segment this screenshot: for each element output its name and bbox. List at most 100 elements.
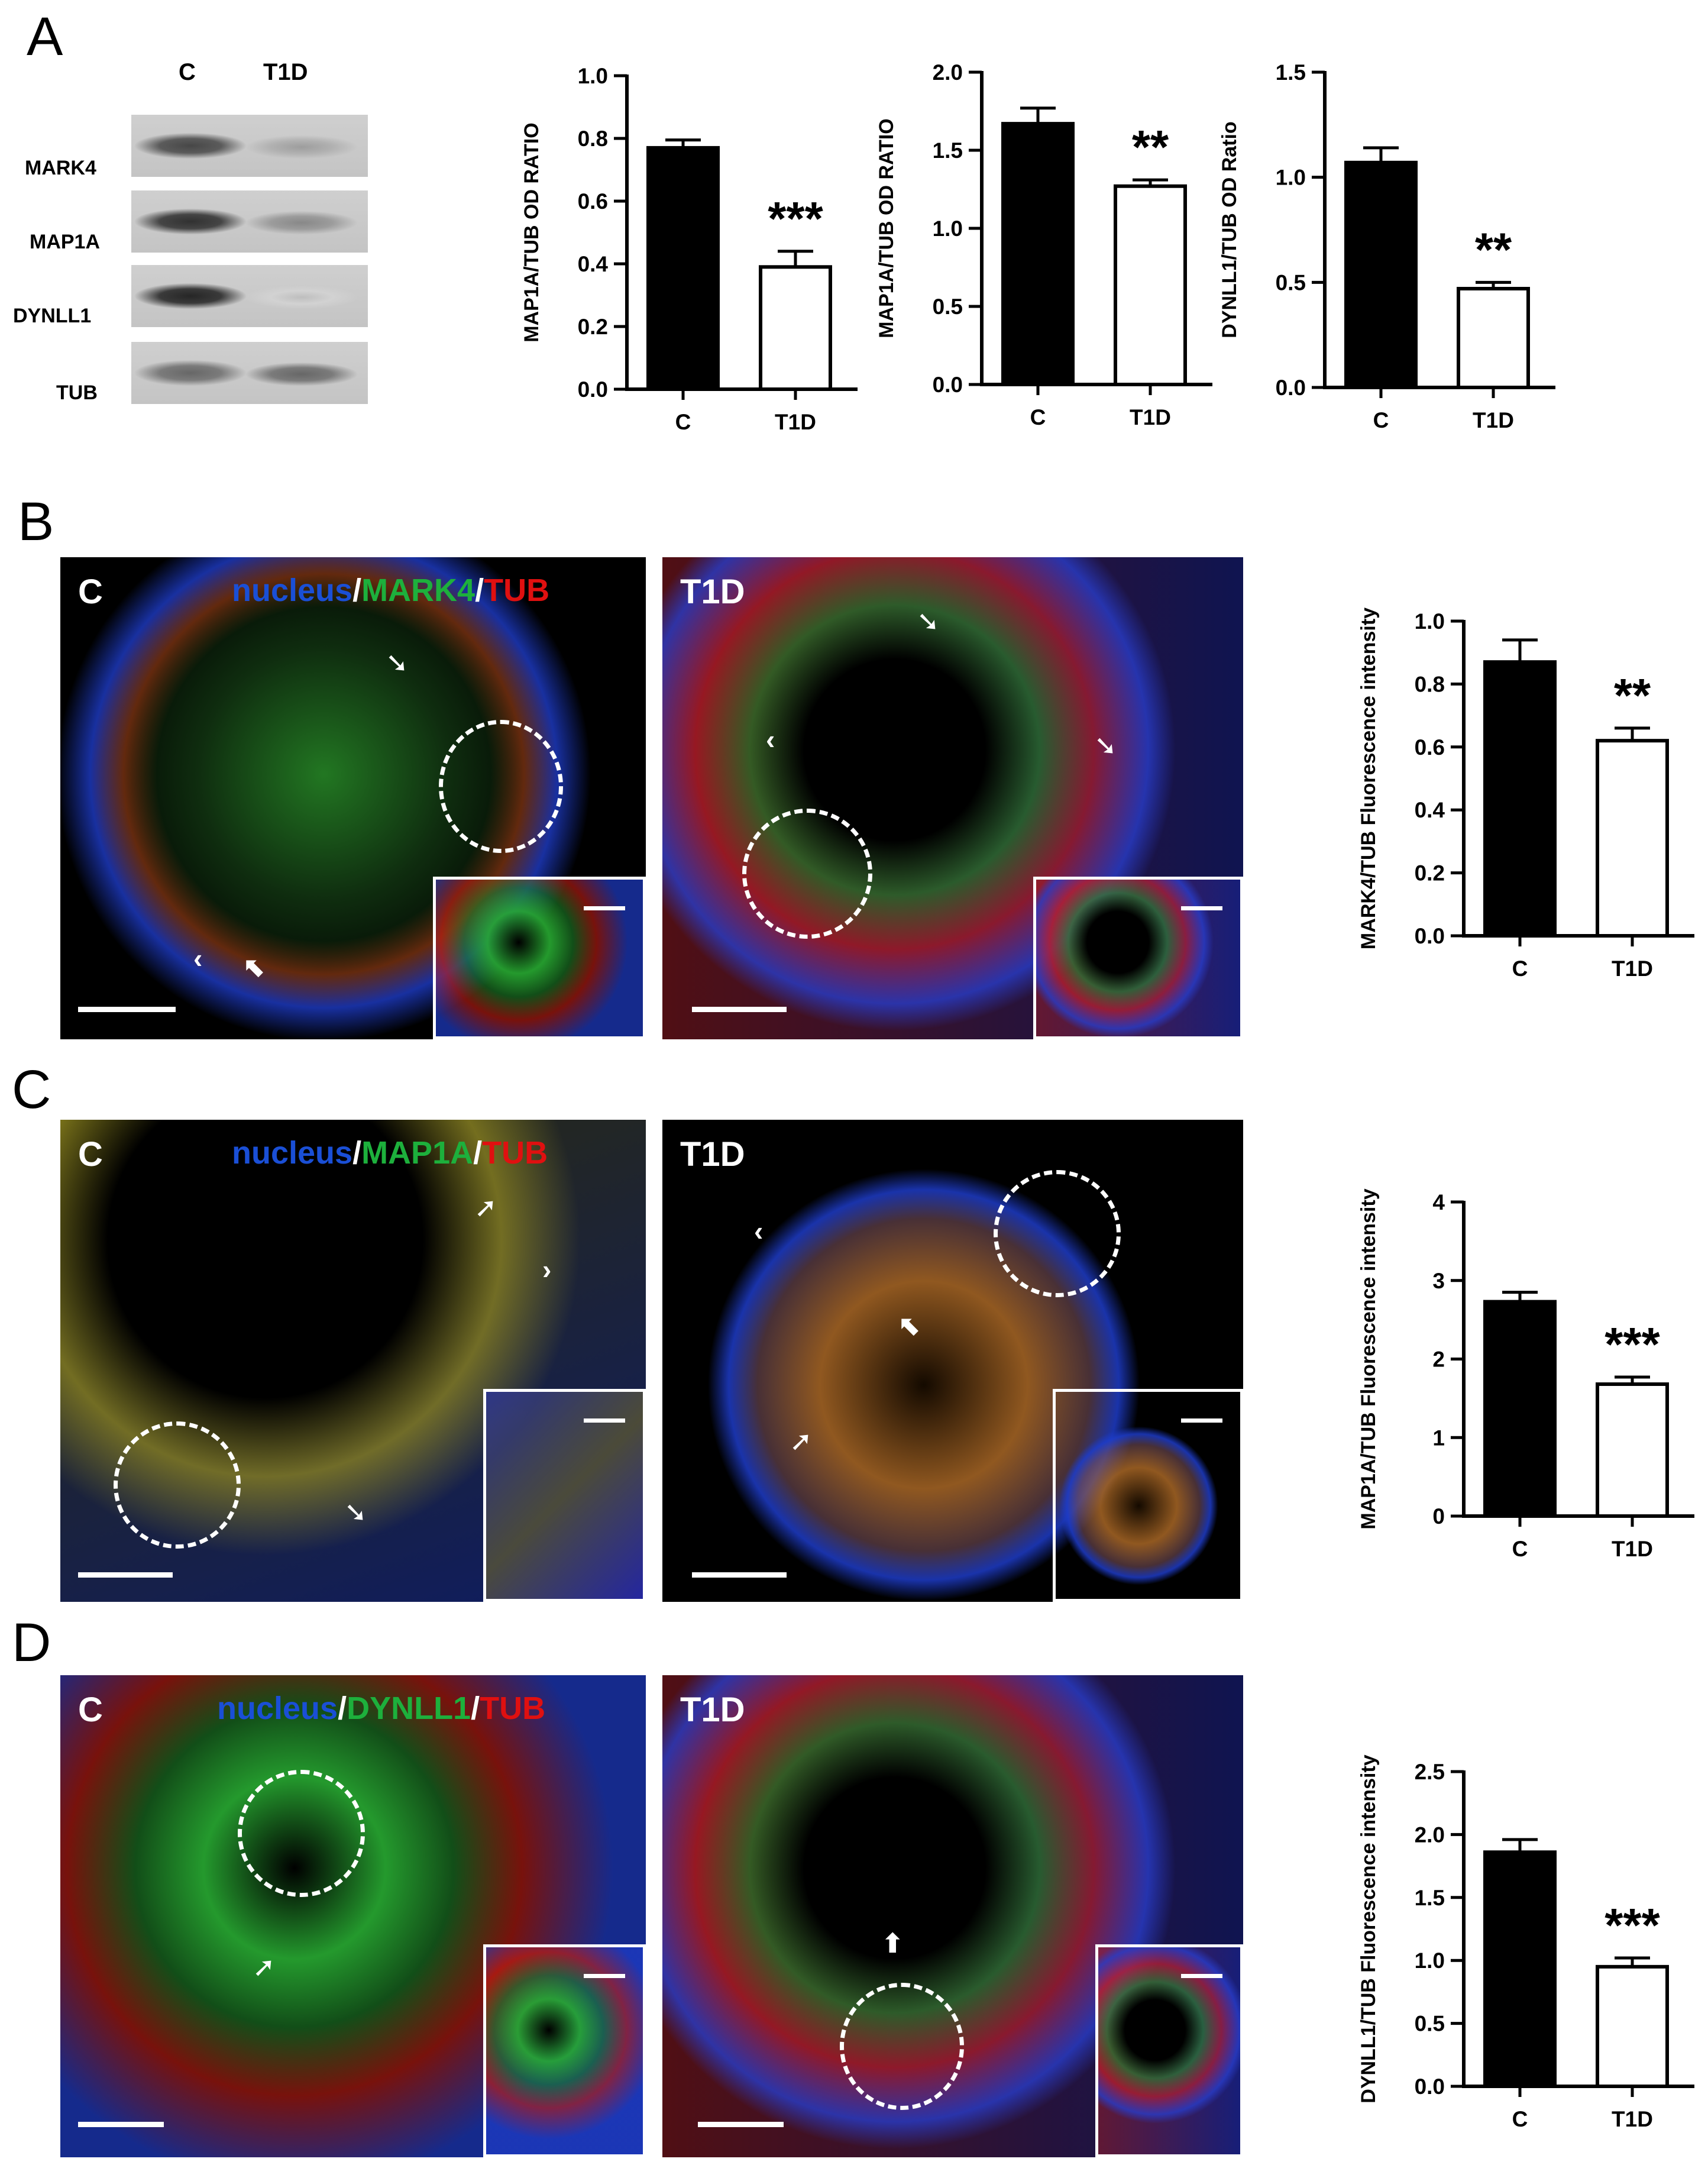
y-tick-label: 2 xyxy=(1432,1347,1445,1372)
stain-legend-part: TUB xyxy=(482,1135,548,1171)
arrow-icon: ‹ xyxy=(193,943,203,974)
y-axis-label: MAP1A/TUB OD RATIO xyxy=(875,118,898,338)
inset-scale-bar xyxy=(1181,1418,1222,1423)
significance-stars: ** xyxy=(1475,223,1512,276)
wb-label-mark4: MARK4 xyxy=(25,157,96,179)
y-tick-label: 1.5 xyxy=(1415,1886,1445,1910)
arrow-icon: ‹ xyxy=(766,724,775,755)
wb-band-row xyxy=(131,342,368,404)
dashed-region-circle xyxy=(114,1421,241,1549)
bar xyxy=(1483,1300,1557,1518)
arrow-icon: ⬆ xyxy=(881,1928,904,1959)
tissue-texture xyxy=(486,1947,643,2154)
y-tick-label: 0.6 xyxy=(1415,735,1445,760)
bar xyxy=(1483,1850,1557,2088)
arrow-icon: ➘ xyxy=(1094,730,1117,761)
bar xyxy=(1457,286,1530,390)
stain-legend: nucleus/MAP1A/TUB xyxy=(232,1135,548,1171)
y-axis-label: DYNLL1/TUB OD Ratio xyxy=(1218,121,1241,338)
stain-legend-part: nucleus xyxy=(232,573,353,608)
y-tick-label: 0.4 xyxy=(578,252,609,276)
stain-legend-part: MARK4 xyxy=(361,573,475,608)
y-tick-label: 1.0 xyxy=(1415,609,1445,634)
y-tick-label: 1.0 xyxy=(578,64,608,88)
stain-legend-part: / xyxy=(471,1691,480,1726)
tissue-texture xyxy=(436,880,643,1036)
x-tick-label: C xyxy=(1512,2107,1528,2131)
y-tick-label: 0.8 xyxy=(578,127,608,151)
y-axis-label: MAP1A/TUB OD RATIO xyxy=(520,122,543,342)
stain-legend: nucleus/DYNLL1/TUB xyxy=(217,1690,545,1727)
significance-stars: ** xyxy=(1614,669,1651,722)
tissue-texture xyxy=(486,1392,643,1599)
stain-legend-part: / xyxy=(352,573,362,608)
y-tick-label: 0.0 xyxy=(1415,2074,1445,2099)
y-tick-label: 0.5 xyxy=(1415,2012,1445,2036)
arrow-icon: ➚ xyxy=(253,1951,276,1982)
stain-legend-part: / xyxy=(473,1135,483,1171)
arrow-icon: ➚ xyxy=(790,1426,813,1456)
bar xyxy=(1596,1964,1669,2089)
wb-column-c: C xyxy=(179,59,196,85)
inset-scale-bar xyxy=(1181,906,1222,910)
y-tick-label: 2.0 xyxy=(933,60,963,85)
y-tick-label: 0.4 xyxy=(1415,798,1445,822)
y-tick-label: 2.0 xyxy=(1415,1822,1445,1847)
inset-scale-bar xyxy=(584,1974,625,1978)
y-tick-label: 1.0 xyxy=(1415,1948,1445,1973)
panel-letter-c: C xyxy=(12,1059,51,1120)
stain-legend-part: MAP1A xyxy=(361,1135,474,1171)
wb-column-t1d: T1D xyxy=(263,59,308,85)
bar xyxy=(1483,660,1557,938)
significance-stars: ** xyxy=(1132,121,1169,173)
x-tick-label: C xyxy=(1512,1537,1528,1561)
inset-scale-bar xyxy=(1181,1974,1222,1978)
x-tick-label: T1D xyxy=(1130,405,1171,429)
stain-legend-part: TUB xyxy=(480,1691,546,1726)
x-tick-label: C xyxy=(675,410,691,434)
stain-legend-part: nucleus xyxy=(232,1135,353,1171)
stain-legend: nucleus/MARK4/TUB xyxy=(232,572,549,609)
y-tick-label: 1.5 xyxy=(1276,60,1306,85)
bar xyxy=(759,265,832,391)
x-tick-label: C xyxy=(1512,956,1528,981)
x-tick-label: T1D xyxy=(1612,2107,1653,2131)
dashed-region-circle xyxy=(238,1770,365,1897)
wb-label-dynll1: DYNLL1 xyxy=(13,305,92,327)
micrograph-c-t1d: T1D ‹ ⬉ ➚ xyxy=(662,1120,1243,1602)
stain-legend-part: / xyxy=(352,1135,362,1171)
y-tick-label: 0.0 xyxy=(1415,924,1445,948)
bar xyxy=(646,146,720,391)
zoom-inset xyxy=(483,1389,646,1602)
bar xyxy=(1001,122,1075,386)
y-tick-label: 4 xyxy=(1432,1190,1445,1214)
arrow-icon: ⬉ xyxy=(244,952,267,983)
significance-stars: *** xyxy=(1605,1318,1660,1371)
arrow-icon: ➚ xyxy=(474,1192,497,1223)
stain-legend-part: nucleus xyxy=(217,1691,338,1726)
bar xyxy=(1344,160,1418,389)
wb-band-row xyxy=(131,190,368,253)
stain-legend-part: / xyxy=(338,1691,347,1726)
micrograph-b-t1d: T1D ➘ ‹ ➘ xyxy=(662,557,1243,1039)
arrow-icon: ‹ xyxy=(754,1216,764,1246)
arrow-icon: ➘ xyxy=(386,647,409,678)
y-tick-label: 0.0 xyxy=(578,377,608,402)
wb-label-map1a: MAP1A xyxy=(30,231,101,253)
western-blot xyxy=(131,115,368,406)
micrograph-d-t1d: T1D ⬆ xyxy=(662,1675,1243,2157)
panel-letter-a: A xyxy=(27,7,63,67)
y-tick-label: 0.0 xyxy=(933,373,963,397)
stain-legend-part: / xyxy=(475,573,484,608)
y-axis-label: MAP1A/TUB Fluorescence intensity xyxy=(1357,1188,1380,1529)
y-tick-label: 0.2 xyxy=(578,315,608,339)
x-tick-label: C xyxy=(1373,408,1389,432)
micrograph-label-t1d: T1D xyxy=(680,1135,745,1174)
y-tick-label: 0.5 xyxy=(1276,270,1306,295)
dashed-region-circle xyxy=(994,1170,1121,1297)
micrograph-label-t1d: T1D xyxy=(680,573,745,611)
